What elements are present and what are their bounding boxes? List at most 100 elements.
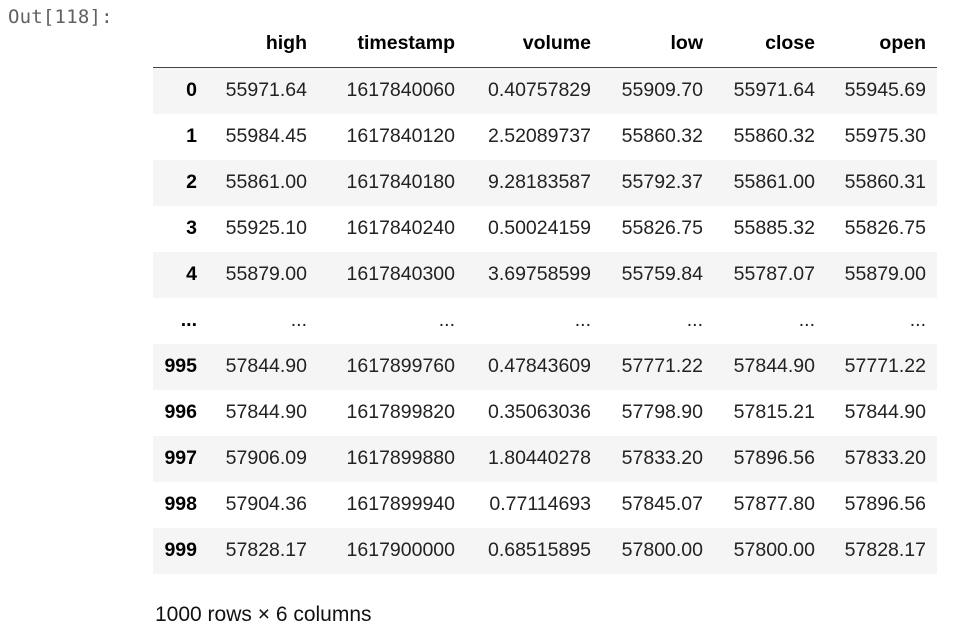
table-cell-close: ... [798,309,815,331]
table-cell-volume: 0.77114693 [489,493,591,515]
table-cell-timestamp: 1617900000 [346,539,455,561]
table-cell-timestamp: ... [438,309,455,331]
table-cell-close: 55860.32 [733,125,815,147]
table-cell-high: 57844.90 [225,355,307,377]
table-row: 998 57904.36 1617899940 0.77114693 57845.07 5… [153,481,937,528]
table-row: 3 55925.10 1617840240 0.50024159 55826.75 558… [153,205,937,252]
table-cell-volume: 0.40757829 [487,79,591,102]
table-cell-open: 57833.20 [844,447,926,469]
table-cell-volume: 3.69758599 [487,263,591,285]
table-cell-close: 57815.21 [733,401,815,423]
table-cell-open: 57828.17 [844,539,926,561]
table-cell-low: 57798.90 [621,401,703,423]
dataframe-shape-text: 1000 rows × 6 columns [155,603,372,626]
row-index: 995 [164,355,197,377]
index-header [153,20,208,68]
dataframe-table: high timestamp volume low close open 0 55… [153,20,937,574]
table-cell-volume: 0.35063036 [487,401,591,423]
table-cell-open: 55975.30 [844,125,926,147]
table-cell-close: 55787.07 [733,263,815,285]
table-cell-open: ... [909,309,926,331]
table-cell-volume: 0.68515895 [487,539,591,561]
table-row: 0 55971.64 1617840060 0.40757829 55909.70 559… [153,67,937,114]
table-cell-timestamp: 1617840120 [346,125,455,147]
table-header: high timestamp volume low close open [153,20,937,68]
table-cell-close: 55861.00 [733,171,815,193]
table-cell-high: ... [290,309,307,331]
table-cell-open: 55879.00 [844,263,926,285]
table-cell-low: 55826.75 [621,217,703,239]
table-cell-timestamp: 1617840300 [346,263,455,285]
table-row: 997 57906.09 1617899880 1.80440278 57833.20 5… [153,435,937,482]
table-cell-low: 55860.32 [621,125,703,147]
row-index: 1 [186,125,197,147]
table-cell-volume: 1.80440278 [487,447,591,469]
table-cell-high: 57828.17 [225,539,307,561]
table-cell-timestamp: 1617840180 [346,171,455,193]
table-cell-low: 55909.70 [621,79,703,102]
header-row: high timestamp volume low close open [153,20,937,68]
table-cell-low: ... [686,309,703,331]
table-cell-low: 57771.22 [621,355,703,377]
table-body: 0 55971.64 1617840060 0.40757829 55909.70 559… [153,67,937,574]
output-prompt: Out[118]: [8,6,113,28]
table-cell-low: 55759.84 [621,263,703,285]
table-cell-volume: ... [574,309,591,331]
row-index: 997 [164,447,197,469]
table-cell-timestamp: 1617899880 [346,447,455,469]
row-index: 4 [186,263,197,285]
table-row: 996 57844.90 1617899820 0.35063036 57798.90 5… [153,389,937,436]
table-cell-close: 57844.90 [733,355,815,377]
row-index: 999 [164,539,197,561]
table-cell-open: 55860.31 [844,171,926,193]
table-cell-high: 55879.00 [225,263,307,285]
table-cell-high: 57904.36 [225,493,307,515]
column-header-volume: volume [466,20,602,68]
table-cell-open: 57896.56 [844,493,926,515]
row-index: 996 [164,401,197,423]
table-cell-volume: 2.52089737 [487,125,591,147]
table-cell-open: 55945.69 [844,79,926,102]
table-row: 1 55984.45 1617840120 2.52089737 55860.32 558… [153,113,937,160]
table-cell-timestamp: 1617840240 [346,217,455,239]
table-cell-high: 55984.45 [225,125,307,147]
table-cell-high: 55861.00 [225,171,307,193]
table-cell-volume: 9.28183587 [487,171,591,193]
row-index: ... [180,309,197,331]
table-cell-close: 57896.56 [733,447,815,469]
table-cell-volume: 0.50024159 [487,217,591,239]
column-header-high: high [208,20,318,68]
column-header-low: low [602,20,714,68]
table-row: 2 55861.00 1617840180 9.28183587 55792.37 558… [153,159,937,206]
table-cell-close: 57877.80 [733,493,815,515]
column-header-open: open [826,20,937,68]
table-cell-high: 55925.10 [225,217,307,239]
table-cell-timestamp: 1617899820 [346,401,455,423]
row-index: 3 [186,217,197,239]
table-cell-close: 57800.00 [733,539,815,561]
dataframe-output: high timestamp volume low close open 0 55… [153,20,937,574]
table-cell-timestamp: 1617899940 [346,493,455,515]
table-cell-high: 57844.90 [225,401,307,423]
table-cell-close: 55885.32 [733,217,815,239]
row-index: 2 [186,171,197,193]
table-cell-low: 57845.07 [621,493,703,515]
table-cell-low: 57800.00 [621,539,703,561]
table-cell-low: 57833.20 [621,447,703,469]
table-cell-open: 57844.90 [844,401,926,423]
table-row: ..................... [153,297,937,344]
table-cell-volume: 0.47843609 [487,355,591,377]
table-cell-close: 55971.64 [733,79,815,102]
table-cell-timestamp: 1617840060 [346,79,455,102]
table-cell-timestamp: 1617899760 [346,355,455,377]
table-cell-open: 55826.75 [844,217,926,239]
table-row: 999 57828.17 1617900000 0.68515895 57800.00 5… [153,527,937,574]
table-cell-low: 55792.37 [621,171,703,193]
table-cell-high: 57906.09 [225,447,307,469]
row-index: 998 [164,493,197,515]
table-row: 995 57844.90 1617899760 0.47843609 57771.22 5… [153,343,937,390]
row-index: 0 [186,79,197,102]
column-header-timestamp: timestamp [318,20,466,68]
table-cell-open: 57771.22 [844,355,926,377]
table-cell-high: 55971.64 [225,79,307,102]
